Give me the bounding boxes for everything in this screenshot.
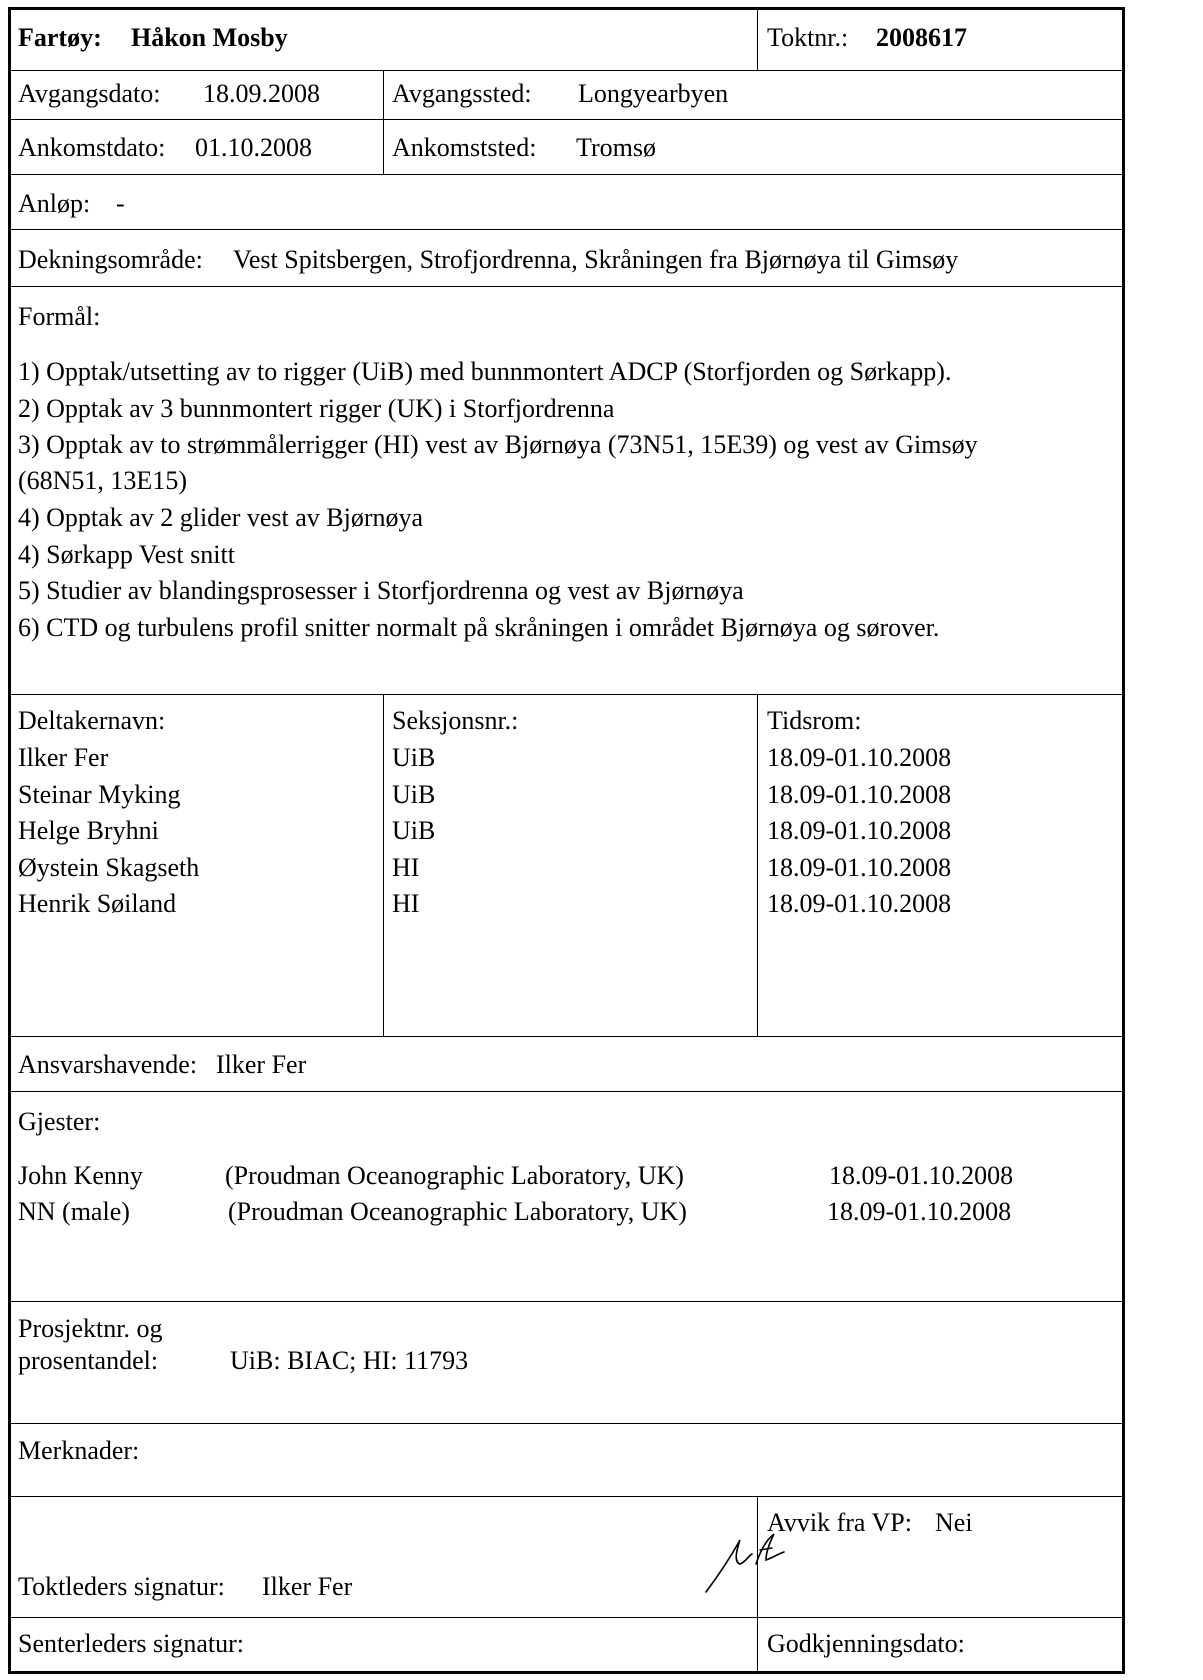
col-divider (757, 1496, 758, 1674)
form-border-right (1122, 7, 1125, 1674)
coverage-label: Dekningsområde: (18, 245, 203, 274)
participant-section: UiB (392, 816, 436, 845)
port-calls-label: Anløp: (18, 189, 91, 218)
coverage-value: Vest Spitsbergen, Strofjordrenna, Skråni… (233, 245, 959, 274)
vessel-label: Fartøy: (18, 23, 102, 52)
responsible-name: Ilker Fer (216, 1050, 307, 1079)
participant-period-header: Tidsrom: (767, 706, 862, 735)
project-label-line1: Prosjektnr. og (18, 1314, 163, 1343)
participant-name-header: Deltakernavn: (18, 706, 166, 735)
form-border-bottom (8, 1671, 1125, 1674)
arrival-place-label: Ankomststed: (392, 133, 537, 162)
form-border-left (8, 7, 11, 1674)
purpose-label: Formål: (18, 302, 101, 331)
guest-name: NN (male) (18, 1197, 130, 1226)
departure-place: Longyearbyen (578, 79, 729, 108)
project-value: UiB: BIAC; HI: 11793 (230, 1346, 469, 1375)
departure-date: 18.09.2008 (203, 79, 320, 108)
participant-section-header: Seksjonsnr.: (392, 706, 519, 735)
arrival-date: 01.10.2008 (195, 133, 312, 162)
arrival-date-label: Ankomstdato: (18, 133, 166, 162)
row-divider (8, 286, 1125, 287)
port-calls-value: - (116, 189, 125, 218)
purpose-line: 4) Opptak av 2 glider vest av Bjørnøya (18, 503, 424, 532)
purpose-line: 3) Opptak av to strømmålerrigger (HI) ve… (18, 430, 978, 459)
col-divider (383, 694, 384, 1036)
guest-affiliation: (Proudman Oceanographic Laboratory, UK) (228, 1197, 687, 1226)
col-divider (383, 70, 384, 174)
form-border-top (8, 7, 1125, 10)
deviation-label: Avvik fra VP: (767, 1508, 912, 1537)
guest-name: John Kenny (18, 1161, 143, 1190)
departure-date-label: Avgangsdato: (18, 79, 161, 108)
row-divider (8, 119, 1125, 120)
row-divider (8, 1617, 1125, 1618)
participant-name: Henrik Søiland (18, 889, 177, 918)
participant-name: Ilker Fer (18, 743, 109, 772)
remarks-label: Merknader: (18, 1436, 140, 1465)
col-divider (757, 7, 758, 70)
purpose-line: 4) Sørkapp Vest snitt (18, 540, 235, 569)
participant-section: UiB (392, 743, 436, 772)
purpose-line: 2) Opptak av 3 bunnmontert rigger (UK) i… (18, 394, 615, 423)
row-divider (8, 174, 1125, 175)
approval-date-label: Godkjenningsdato: (767, 1629, 965, 1658)
row-divider (8, 1036, 1125, 1037)
row-divider (8, 1496, 1125, 1497)
participant-period: 18.09-01.10.2008 (767, 889, 952, 918)
participant-period: 18.09-01.10.2008 (767, 743, 952, 772)
cruise-number-label: Toktnr.: (767, 23, 849, 52)
row-divider (8, 1091, 1125, 1092)
participant-name: Helge Bryhni (18, 816, 159, 845)
center-leader-signature-label: Senterleders signatur: (18, 1629, 244, 1658)
purpose-line: (68N51, 13E15) (18, 466, 187, 495)
cruise-number: 2008617 (876, 23, 967, 52)
arrival-place: Tromsø (576, 133, 656, 162)
participant-section: HI (392, 853, 420, 882)
project-label-line2: prosentandel: (18, 1346, 159, 1375)
row-divider (8, 694, 1125, 695)
row-divider (8, 229, 1125, 230)
purpose-line: 1) Opptak/utsetting av to rigger (UiB) m… (18, 357, 952, 386)
guests-label: Gjester: (18, 1107, 101, 1136)
participant-section: HI (392, 889, 420, 918)
guest-period: 18.09-01.10.2008 (829, 1161, 1014, 1190)
participant-name: Steinar Myking (18, 780, 181, 809)
handwritten-signature (705, 1533, 785, 1593)
row-divider (8, 1423, 1125, 1424)
departure-place-label: Avgangssted: (392, 79, 532, 108)
col-divider (757, 694, 758, 1036)
purpose-line: 6) CTD og turbulens profil snitter norma… (18, 613, 940, 642)
responsible-label: Ansvarshavende: (18, 1050, 198, 1079)
vessel-name: Håkon Mosby (131, 23, 288, 52)
deviation-value: Nei (935, 1508, 973, 1537)
row-divider (8, 70, 1125, 71)
participant-period: 18.09-01.10.2008 (767, 853, 952, 882)
guest-period: 18.09-01.10.2008 (827, 1197, 1012, 1226)
participant-period: 18.09-01.10.2008 (767, 816, 952, 845)
cruise-leader-signature-label: Toktleders signatur: (18, 1572, 225, 1601)
cruise-leader-name: Ilker Fer (262, 1572, 353, 1601)
guest-affiliation: (Proudman Oceanographic Laboratory, UK) (225, 1161, 684, 1190)
purpose-line: 5) Studier av blandingsprosesser i Storf… (18, 576, 744, 605)
row-divider (8, 1301, 1125, 1302)
participant-section: UiB (392, 780, 436, 809)
participant-period: 18.09-01.10.2008 (767, 780, 952, 809)
participant-name: Øystein Skagseth (18, 853, 200, 882)
